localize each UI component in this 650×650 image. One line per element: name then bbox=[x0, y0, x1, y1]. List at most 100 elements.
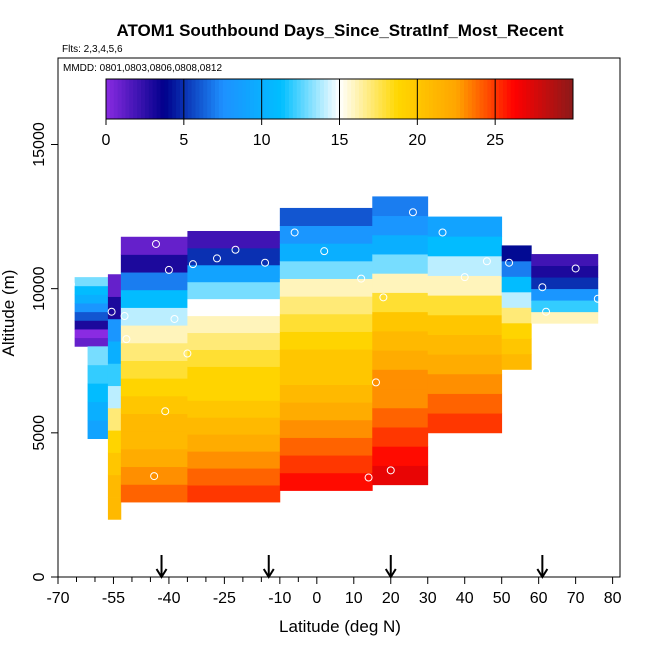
profile-4 bbox=[187, 231, 281, 503]
profile-8 bbox=[501, 245, 532, 370]
heat-cell bbox=[107, 497, 122, 520]
sample-point bbox=[290, 228, 299, 237]
colorbar-segment bbox=[148, 79, 154, 119]
colorbar-segment bbox=[125, 79, 130, 119]
x-tick-label: -70 bbox=[46, 590, 69, 607]
sample-point bbox=[371, 378, 380, 387]
colorbar-segment bbox=[393, 79, 399, 119]
colorbar-segment bbox=[386, 79, 391, 119]
heat-cell bbox=[187, 417, 281, 435]
colorbar-segment bbox=[483, 79, 488, 119]
x-tick-label: -40 bbox=[157, 590, 180, 607]
colorbar-segment bbox=[506, 79, 512, 119]
colorbar-segment bbox=[269, 79, 274, 119]
colorbar-segment bbox=[141, 79, 146, 119]
colorbar-segment bbox=[195, 79, 200, 119]
colorbar-segment bbox=[214, 79, 220, 119]
heat-cell bbox=[120, 289, 188, 308]
colorbar-segment bbox=[471, 79, 477, 119]
heat-cell bbox=[187, 315, 281, 334]
heat-cell bbox=[427, 275, 503, 296]
colorbar-segment bbox=[253, 79, 259, 119]
colorbar-segment bbox=[409, 79, 414, 119]
heat-cell bbox=[120, 378, 188, 397]
heat-cell bbox=[531, 311, 599, 324]
colorbar-segment bbox=[397, 79, 403, 119]
sample-point bbox=[164, 265, 173, 274]
sample-point bbox=[593, 294, 602, 303]
heat-cell bbox=[427, 236, 503, 257]
sample-point bbox=[438, 228, 447, 237]
x-tick-label: 20 bbox=[382, 590, 400, 607]
colorbar-segment bbox=[374, 79, 379, 119]
x-tick-label: 40 bbox=[456, 590, 474, 607]
colorbar-segment bbox=[222, 79, 228, 119]
profile-2 bbox=[107, 274, 122, 520]
colorbar-segment bbox=[370, 79, 376, 119]
heat-cell bbox=[501, 353, 532, 370]
heat-cell bbox=[372, 196, 429, 217]
colorbar-segment bbox=[187, 79, 193, 119]
heat-cell bbox=[427, 334, 503, 355]
y-axis: 0 5000 10000 15000 bbox=[31, 122, 58, 581]
heat-cell bbox=[531, 254, 599, 266]
colorbar-segment bbox=[168, 79, 173, 119]
colorbar-segment bbox=[417, 79, 422, 119]
heat-cell bbox=[74, 311, 109, 321]
heat-cell bbox=[74, 320, 109, 330]
heat-cell bbox=[187, 231, 281, 249]
colorbar-segment bbox=[355, 79, 360, 119]
colorbar-segment bbox=[456, 79, 461, 119]
profile-0 bbox=[74, 277, 109, 347]
colorbar-segment bbox=[121, 79, 126, 119]
colorbar-segment bbox=[432, 79, 438, 119]
sample-point bbox=[120, 312, 129, 321]
heat-cell bbox=[279, 384, 373, 403]
heat-cell bbox=[531, 300, 599, 313]
colorbar-segment bbox=[436, 79, 442, 119]
heat-cell bbox=[501, 307, 532, 324]
heat-cell bbox=[187, 383, 281, 401]
colorbar-segment bbox=[522, 79, 527, 119]
sample-point bbox=[320, 247, 329, 256]
heat-cell bbox=[74, 303, 109, 313]
colorbar: 0 5 10 15 20 25 bbox=[102, 78, 574, 149]
heat-cell bbox=[372, 350, 429, 370]
heat-cell bbox=[279, 402, 373, 421]
sample-point bbox=[571, 264, 580, 273]
heat-cell bbox=[372, 446, 429, 466]
colorbar-segment bbox=[137, 79, 142, 119]
sample-point bbox=[386, 466, 395, 475]
heat-cell bbox=[74, 277, 109, 287]
sample-point bbox=[66, 280, 75, 289]
colorbar-segment bbox=[366, 79, 372, 119]
colorbar-segment bbox=[113, 79, 119, 119]
colorbar-segment bbox=[429, 79, 434, 119]
colorbar-segment bbox=[401, 79, 407, 119]
heat-cell bbox=[187, 400, 281, 418]
colorbar-segment bbox=[242, 79, 247, 119]
heat-cell bbox=[279, 331, 373, 350]
colorbar-segment bbox=[257, 79, 263, 119]
colorbar-segment bbox=[117, 79, 123, 119]
heat-cell bbox=[120, 254, 188, 273]
colorbar-segment bbox=[285, 79, 290, 119]
x-axis-label: Latitude (deg N) bbox=[279, 617, 401, 636]
colorbar-segment bbox=[312, 79, 317, 119]
heat-cell bbox=[74, 285, 109, 295]
heat-cell bbox=[87, 420, 109, 439]
heat-cell bbox=[187, 247, 281, 266]
heat-cell bbox=[187, 366, 281, 384]
heat-cell bbox=[279, 296, 373, 315]
colorbar-segment bbox=[218, 79, 224, 119]
colorbar-tick-label: 10 bbox=[253, 132, 271, 149]
colorbar-segment bbox=[502, 79, 508, 119]
heat-cell bbox=[372, 427, 429, 447]
heat-cell bbox=[501, 291, 532, 308]
x-tick-label: 80 bbox=[604, 590, 622, 607]
colorbar-segment bbox=[530, 79, 535, 119]
sample-point bbox=[151, 239, 160, 248]
heat-cell bbox=[279, 366, 373, 385]
heat-cell bbox=[279, 278, 373, 297]
x-tick-label: 50 bbox=[493, 590, 511, 607]
